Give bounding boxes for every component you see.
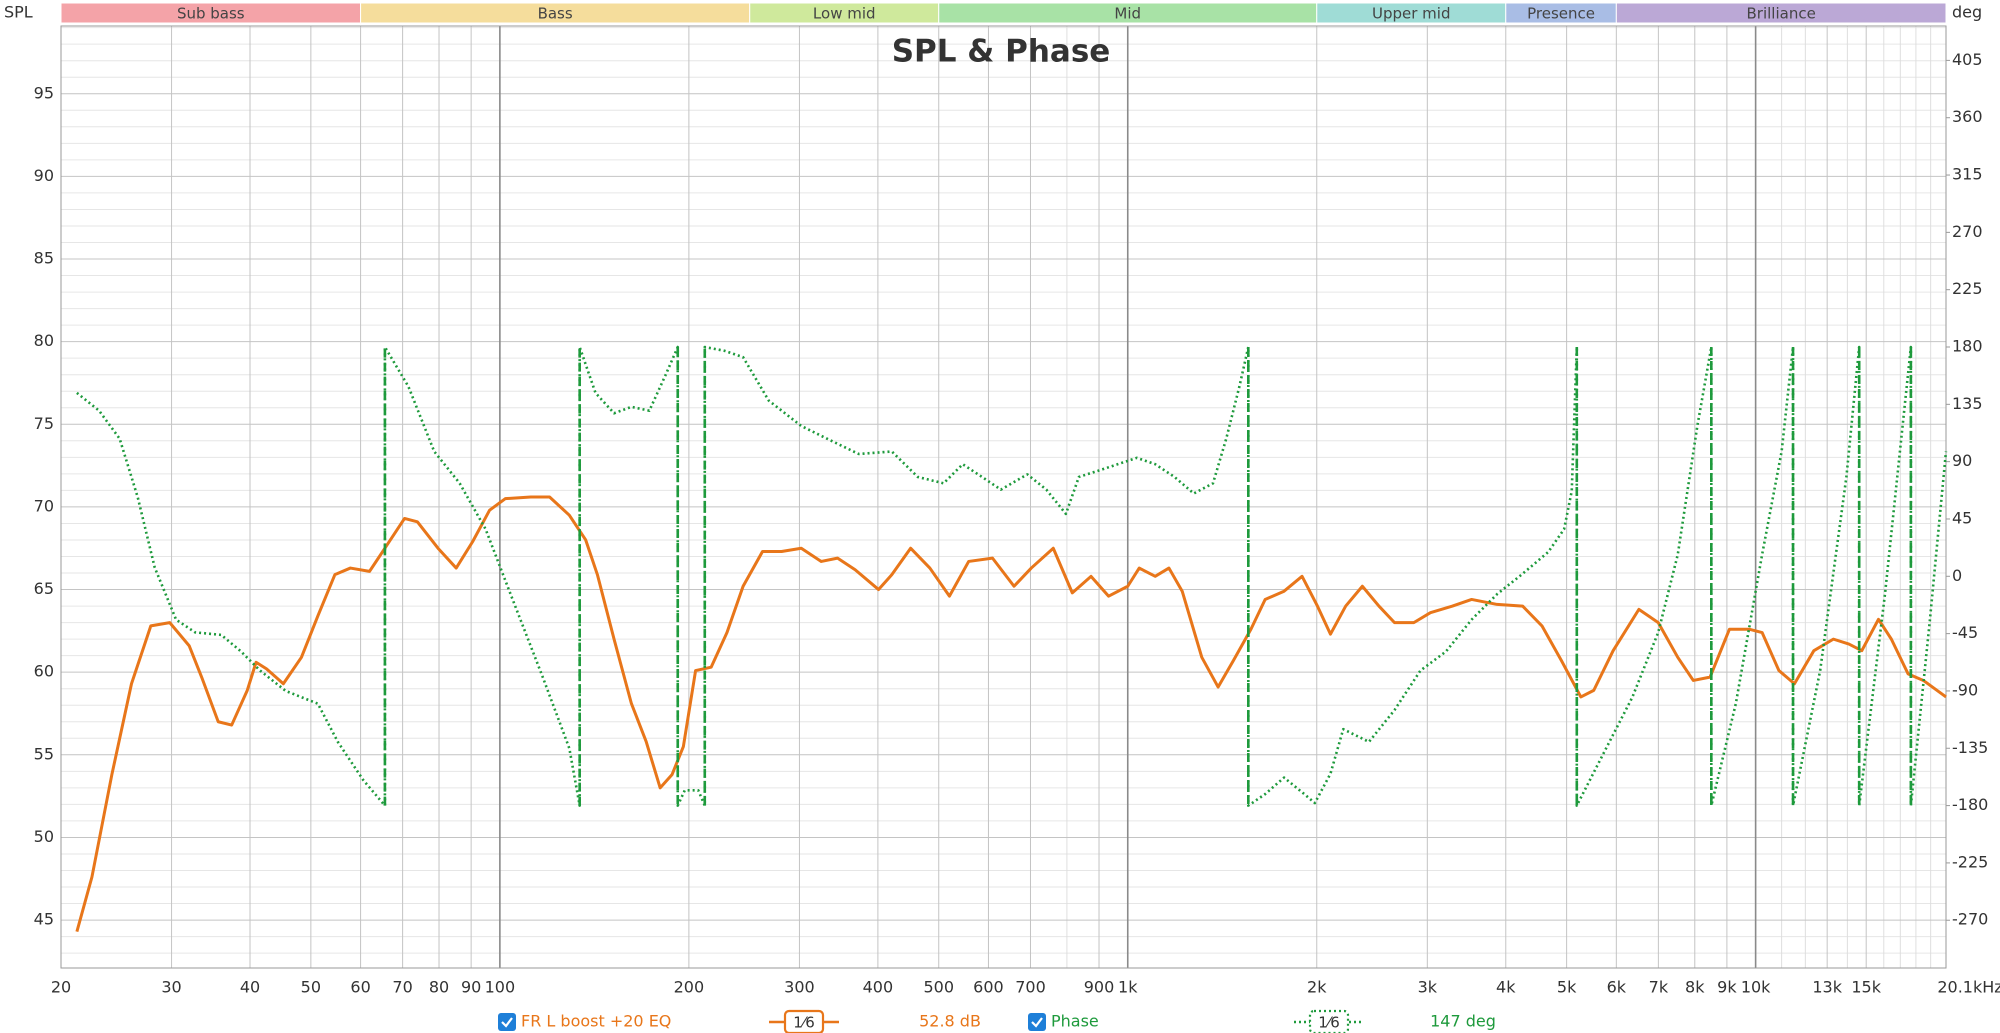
band-label: Brilliance — [1747, 5, 1816, 23]
y2-tick-label: -180 — [1952, 795, 1988, 814]
x-tick-label: 70 — [392, 978, 412, 997]
x-tick-label: 13k — [1812, 978, 1842, 997]
legend-name: Phase — [1051, 1012, 1099, 1031]
y-tick-label: 85 — [34, 249, 54, 268]
y2-tick-label: -135 — [1952, 738, 1988, 757]
y2-tick-label: 315 — [1952, 165, 1983, 184]
x-tick-label: 6k — [1607, 978, 1627, 997]
y2-tick-label: -45 — [1952, 623, 1978, 642]
series-line — [75, 495, 1947, 933]
checkmark — [501, 1017, 513, 1028]
x-tick-label: 20 — [51, 978, 71, 997]
y-axis-label: SPL — [4, 3, 33, 22]
x-tick-label: 60 — [350, 978, 370, 997]
band-label: Mid — [1114, 5, 1141, 23]
y-tick-label: 70 — [34, 496, 54, 515]
y2-tick-label: 225 — [1952, 279, 1983, 298]
x-tick-label: 900 — [1084, 978, 1115, 997]
y2-tick-label: 360 — [1952, 107, 1983, 126]
y2-tick-label: 405 — [1952, 50, 1983, 69]
legend-checkbox[interactable] — [1028, 1013, 1046, 1031]
band-label: Low mid — [813, 5, 876, 23]
x-tick-label: 10k — [1741, 978, 1771, 997]
y2-tick-label: 0 — [1952, 566, 1962, 585]
y2-tick-label: -270 — [1952, 910, 1988, 929]
y-tick-label: 75 — [34, 414, 54, 433]
x-tick-label: 4k — [1496, 978, 1516, 997]
checkmark — [1031, 1017, 1043, 1028]
series-line — [76, 345, 1948, 807]
band-label: Upper mid — [1372, 5, 1451, 23]
legend-checkbox[interactable] — [498, 1013, 516, 1031]
y2-tick-label: 270 — [1952, 222, 1983, 241]
band-label: Bass — [538, 5, 573, 23]
y2-tick-label: 90 — [1952, 451, 1972, 470]
band-label: Sub bass — [177, 5, 245, 23]
y2-tick-label: 135 — [1952, 394, 1983, 413]
y-tick-label: 50 — [34, 827, 54, 846]
x-tick-label: 9k — [1717, 978, 1737, 997]
x-tick-label: 5k — [1557, 978, 1577, 997]
y-tick-label: 45 — [34, 910, 54, 929]
band — [1615, 2, 1947, 24]
band-label: Presence — [1527, 5, 1595, 23]
y2-tick-label: 45 — [1952, 508, 1972, 527]
x-tick-label: 700 — [1015, 978, 1046, 997]
y2-tick-label: 180 — [1952, 337, 1983, 356]
x-tick-label: 400 — [863, 978, 894, 997]
smoothing-label: 1⁄6 — [1318, 1014, 1340, 1032]
x-tick-label: 8k — [1685, 978, 1705, 997]
x-tick-label: 300 — [784, 978, 815, 997]
legend-item: FR L boost +20 EQ 1⁄6 52.8 dB — [498, 1009, 981, 1033]
x-tick-label: 3k — [1418, 978, 1438, 997]
y-tick-label: 65 — [34, 579, 54, 598]
y2-tick-label: -90 — [1952, 680, 1978, 699]
y-tick-label: 90 — [34, 166, 54, 185]
smoothing-box[interactable] — [1308, 1009, 1350, 1033]
x-tick-label: 40 — [240, 978, 260, 997]
x-tick-label: 500 — [923, 978, 954, 997]
x-tick-label: 30 — [161, 978, 181, 997]
legend-item: Phase 1⁄6 147 deg — [1028, 1009, 1496, 1033]
x-tick-label: 7k — [1649, 978, 1669, 997]
x-tick-label: 15k — [1851, 978, 1881, 997]
x-tick-label: 20.1kHz — [1937, 978, 2000, 997]
legend-readout: 147 deg — [1430, 1012, 1496, 1031]
x-tick-label: 100 — [485, 978, 516, 997]
y-tick-label: 55 — [34, 744, 54, 763]
x-tick-label: 90 — [461, 978, 481, 997]
y2-tick-label: -225 — [1952, 852, 1988, 871]
legend-name: FR L boost +20 EQ — [521, 1012, 671, 1031]
y-tick-label: 60 — [34, 662, 54, 681]
chart-title: SPL & Phase — [892, 34, 1111, 70]
x-tick-label: 50 — [301, 978, 321, 997]
smoothing-box[interactable] — [783, 1009, 825, 1033]
legend-readout: 52.8 dB — [919, 1012, 981, 1031]
x-tick-label: 600 — [973, 978, 1004, 997]
x-tick-label: 80 — [429, 978, 449, 997]
x-tick-label: 2k — [1307, 978, 1327, 997]
y-tick-label: 80 — [34, 331, 54, 350]
x-tick-label: 200 — [674, 978, 705, 997]
y2-axis-label: deg — [1952, 3, 1982, 22]
smoothing-label: 1⁄6 — [793, 1014, 815, 1032]
plot-frame — [60, 25, 1947, 969]
x-tick-label: 1k — [1118, 978, 1138, 997]
y-tick-label: 95 — [34, 83, 54, 102]
